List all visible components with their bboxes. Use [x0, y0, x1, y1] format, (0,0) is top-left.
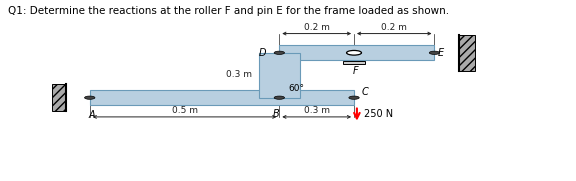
Text: 250 N: 250 N	[364, 109, 393, 119]
Bar	[52, 84, 66, 111]
Text: 0.2 m: 0.2 m	[381, 23, 407, 32]
Bar	[458, 35, 475, 71]
Bar	[343, 61, 365, 64]
Text: 0.5 m: 0.5 m	[172, 106, 198, 115]
Circle shape	[429, 51, 439, 54]
Text: A: A	[88, 110, 95, 120]
Circle shape	[274, 96, 285, 99]
Text: Q1: Determine the reactions at the roller F and pin E for the frame loaded as sh: Q1: Determine the reactions at the rolle…	[7, 6, 449, 16]
Polygon shape	[259, 53, 300, 98]
Bar	[279, 45, 434, 60]
Text: E: E	[437, 48, 444, 58]
Text: 0.3 m: 0.3 m	[304, 106, 329, 115]
Circle shape	[347, 50, 362, 55]
Text: D: D	[259, 48, 267, 58]
Text: B: B	[273, 109, 280, 119]
Circle shape	[274, 51, 285, 54]
Text: 0.2 m: 0.2 m	[304, 23, 329, 32]
Text: C: C	[362, 87, 368, 97]
Bar	[90, 90, 354, 105]
Text: 60°: 60°	[288, 84, 304, 93]
Text: F: F	[353, 66, 359, 76]
Circle shape	[349, 96, 359, 99]
Text: 0.3 m: 0.3 m	[226, 70, 252, 79]
Circle shape	[85, 96, 95, 99]
